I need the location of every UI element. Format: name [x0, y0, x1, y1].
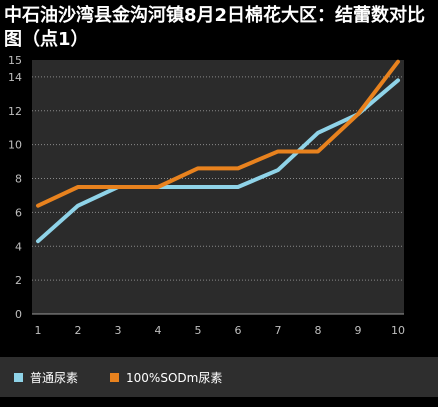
x-tick-label-8: 8: [315, 324, 322, 337]
x-tick-label-5: 5: [195, 324, 202, 337]
y-tick-label-4: 4: [15, 240, 22, 253]
y-tick-label-12: 12: [8, 105, 22, 118]
x-tick-label-3: 3: [115, 324, 122, 337]
y-tick-label-10: 10: [8, 139, 22, 152]
chart-title: 中石油沙湾县金沟河镇8月2日棉花大区：结蕾数对比图（点1）: [4, 5, 426, 50]
y-tick-label-14: 14: [8, 71, 22, 84]
grid-lines: [32, 76, 404, 281]
x-tick-label-10: 10: [391, 324, 405, 337]
y-tick-label-0: 0: [15, 308, 22, 321]
x-tick-label-2: 2: [75, 324, 82, 337]
series-line-1: [36, 78, 400, 244]
legend-label-series-1: 普通尿素: [30, 370, 79, 385]
legend-swatch-series-2: [110, 372, 120, 382]
series-group: [36, 59, 400, 244]
y-axis: 0 2 4 6 8 10 12 14 15: [8, 54, 404, 321]
y-tick-label-15: 15: [8, 54, 22, 67]
legend-label-series-2: 100%SODm尿素: [126, 370, 223, 385]
x-tick-label-4: 4: [155, 324, 162, 337]
legend: 普通尿素 100%SODm尿素: [0, 357, 438, 397]
legend-swatch-series-1: [14, 372, 23, 382]
y-tick-label-6: 6: [15, 206, 22, 219]
y-tick-label-8: 8: [15, 173, 22, 186]
x-tick-label-1: 1: [35, 324, 42, 337]
x-tick-label-6: 6: [235, 324, 242, 337]
legend-item-series-2: 100%SODm尿素: [110, 369, 222, 386]
x-axis: 1 2 3 4 5 6 7 8 9 10: [35, 324, 406, 337]
x-tick-label-9: 9: [355, 324, 362, 337]
series-line-2: [36, 59, 400, 208]
legend-item-series-1: 普通尿素: [14, 369, 78, 386]
x-tick-label-7: 7: [275, 324, 282, 337]
y-tick-label-2: 2: [15, 274, 22, 287]
